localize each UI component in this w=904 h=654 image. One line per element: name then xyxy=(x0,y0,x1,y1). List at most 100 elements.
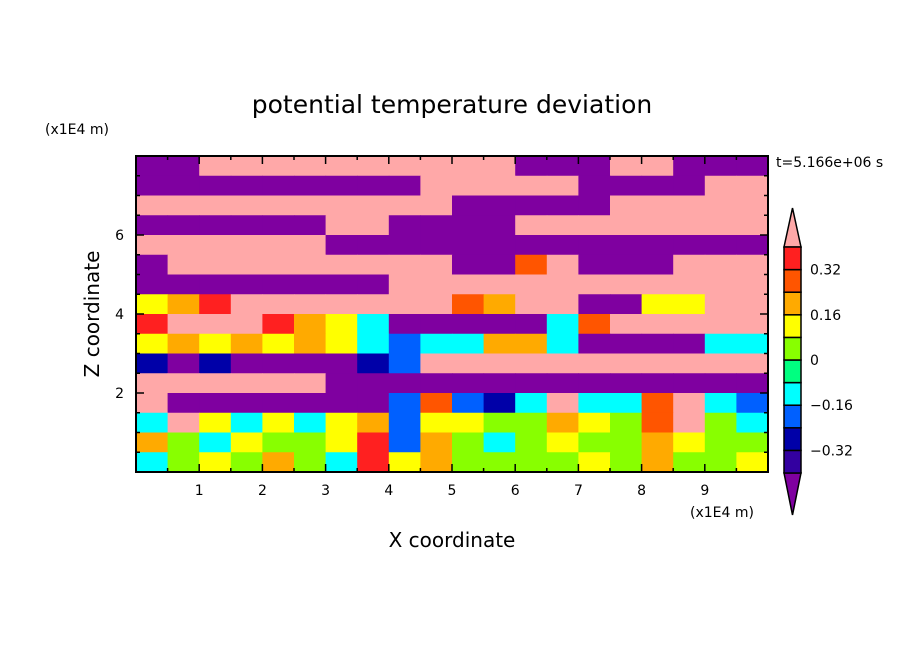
contour-cell xyxy=(515,195,548,216)
colorbar-segment xyxy=(783,314,802,339)
contour-cell xyxy=(578,254,611,275)
contour-cell xyxy=(736,393,769,414)
x-tick-label: 8 xyxy=(637,483,646,499)
contour-cell xyxy=(325,195,358,216)
y-tick-label: 6 xyxy=(115,228,124,244)
contour-cell xyxy=(483,215,516,236)
contour-cell xyxy=(294,294,327,315)
colorbar-segment xyxy=(783,268,802,293)
contour-cell xyxy=(420,314,453,335)
contour-cell xyxy=(673,432,706,453)
contour-cell xyxy=(641,314,674,335)
contour-cell xyxy=(483,393,516,414)
contour-cell xyxy=(136,175,169,196)
contour-cell xyxy=(578,195,611,216)
contour-cell xyxy=(515,254,548,275)
contour-cell xyxy=(610,314,643,335)
contour-cell xyxy=(262,235,295,256)
contour-cell xyxy=(736,314,769,335)
contour-cell xyxy=(736,373,769,394)
contour-cell xyxy=(452,254,485,275)
contour-cell xyxy=(673,353,706,374)
contour-cell xyxy=(262,353,295,374)
contour-cell xyxy=(673,175,706,196)
contour-cell xyxy=(262,314,295,335)
contour-cell xyxy=(230,333,263,354)
contour-cell xyxy=(610,294,643,315)
contour-cell xyxy=(167,353,200,374)
contour-cell xyxy=(452,333,485,354)
contour-cell xyxy=(641,175,674,196)
x-tick-label: 4 xyxy=(384,483,393,499)
contour-cell xyxy=(483,412,516,433)
contour-cell xyxy=(673,314,706,335)
contour-cell xyxy=(262,274,295,295)
contour-cell xyxy=(452,274,485,295)
colorbar-under-triangle xyxy=(783,472,802,516)
contour-cell xyxy=(704,393,737,414)
contour-cell xyxy=(136,333,169,354)
contour-cell xyxy=(230,156,263,177)
contour-cell xyxy=(167,254,200,275)
contour-cell xyxy=(388,452,421,473)
contour-cell xyxy=(673,274,706,295)
contour-cell xyxy=(641,412,674,433)
contour-cell xyxy=(262,373,295,394)
colorbar-tick-label: −0.32 xyxy=(810,443,853,459)
contour-cell xyxy=(483,373,516,394)
contour-cell xyxy=(294,156,327,177)
x-tick-label: 7 xyxy=(574,483,583,499)
contour-cell xyxy=(357,314,390,335)
contour-cell xyxy=(483,333,516,354)
contour-cell xyxy=(610,235,643,256)
contour-cell xyxy=(199,452,232,473)
contour-cell xyxy=(546,195,579,216)
contour-cell xyxy=(325,294,358,315)
contour-cell xyxy=(515,175,548,196)
colorbar-segment xyxy=(783,404,802,429)
contour-cell xyxy=(641,294,674,315)
contour-cell xyxy=(230,432,263,453)
contour-cell xyxy=(262,333,295,354)
contour-cell xyxy=(515,412,548,433)
contour-cell xyxy=(199,393,232,414)
x-tick-label: 3 xyxy=(321,483,330,499)
contour-cell xyxy=(167,412,200,433)
contour-cell xyxy=(136,235,169,256)
contour-cell xyxy=(294,314,327,335)
contour-cell xyxy=(325,156,358,177)
contour-cell xyxy=(483,432,516,453)
contour-cell xyxy=(357,195,390,216)
contour-cell xyxy=(704,274,737,295)
contour-cell xyxy=(736,412,769,433)
contour-cell xyxy=(452,373,485,394)
contour-cell xyxy=(673,195,706,216)
contour-cell xyxy=(546,412,579,433)
contour-cell xyxy=(357,452,390,473)
contour-cell xyxy=(230,314,263,335)
contour-cell xyxy=(452,215,485,236)
contour-cell xyxy=(388,175,421,196)
contour-cell xyxy=(610,156,643,177)
x-tick-label: 1 xyxy=(195,483,204,499)
contour-cell xyxy=(167,452,200,473)
contour-cell xyxy=(704,235,737,256)
contour-cell xyxy=(420,175,453,196)
contour-cell xyxy=(704,333,737,354)
contour-cell xyxy=(357,432,390,453)
contour-cell xyxy=(388,235,421,256)
contour-cell xyxy=(388,393,421,414)
contour-cell xyxy=(199,254,232,275)
contour-cell xyxy=(325,452,358,473)
x-tick-label: 2 xyxy=(258,483,267,499)
x-tick-label: 6 xyxy=(511,483,520,499)
contour-cell xyxy=(388,432,421,453)
contour-cell xyxy=(736,235,769,256)
contour-cell xyxy=(641,254,674,275)
x-tick-label: 5 xyxy=(448,483,457,499)
contour-cell xyxy=(136,195,169,216)
contour-cell xyxy=(136,452,169,473)
colorbar-segment xyxy=(783,336,802,361)
contour-cell xyxy=(420,274,453,295)
contour-cell xyxy=(230,254,263,275)
